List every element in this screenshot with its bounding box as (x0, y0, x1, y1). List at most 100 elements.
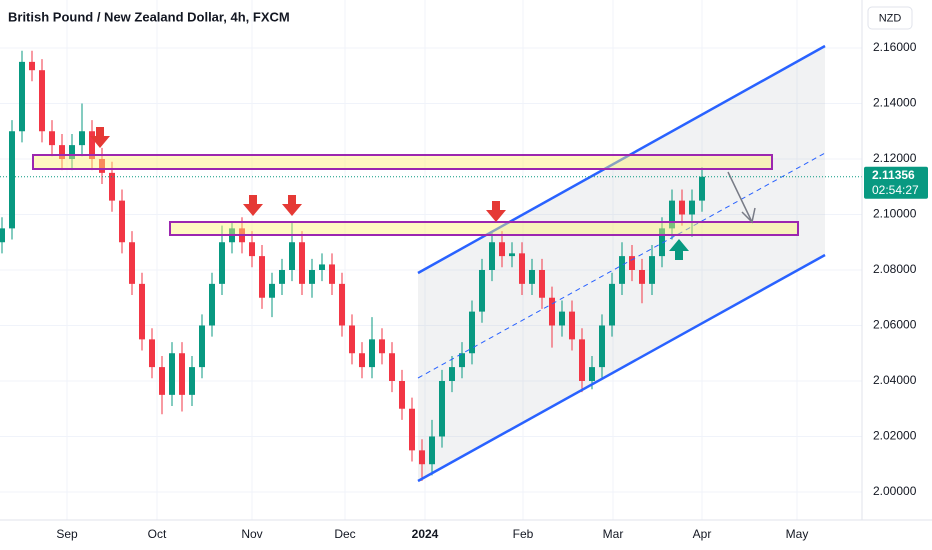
candle-body (319, 264, 325, 270)
down-arrow (243, 195, 263, 216)
candle-body (219, 242, 225, 284)
candle-body (289, 242, 295, 270)
candle-body (249, 242, 255, 257)
x-tick-label: Oct (148, 527, 167, 541)
candle-body (189, 367, 195, 395)
candle-body (259, 256, 265, 298)
candle-body (489, 242, 495, 270)
candle-body (369, 339, 375, 368)
candle-body (49, 131, 55, 146)
candle-body (659, 228, 665, 257)
candle-body (0, 228, 5, 243)
candle-body (449, 367, 455, 381)
candle-body (279, 269, 285, 284)
candle-body (619, 256, 625, 284)
y-tick-label: 2.02000 (873, 429, 917, 443)
candle-body (39, 70, 45, 132)
candle-body (639, 269, 645, 284)
candle-body (209, 283, 215, 326)
y-tick-label: 2.00000 (873, 484, 917, 498)
candle-body (399, 380, 405, 409)
x-tick-label: 2024 (412, 527, 439, 541)
candle-body (139, 283, 145, 340)
y-tick-label: 2.08000 (873, 262, 917, 276)
x-tick-label: Sep (56, 527, 78, 541)
x-tick-label: Nov (241, 527, 262, 541)
down-arrows (90, 127, 506, 222)
y-tick-label: 2.10000 (873, 207, 917, 221)
candle-body (329, 264, 335, 284)
candle-body (439, 380, 445, 437)
candle-body (419, 450, 425, 465)
candle-body (589, 367, 595, 381)
candle-body (159, 367, 165, 395)
chart-title: British Pound / New Zealand Dollar, 4h, … (8, 9, 290, 24)
candle-body (199, 325, 205, 368)
x-tick-label: Dec (334, 527, 355, 541)
down-arrow (90, 127, 110, 148)
candle-body (59, 145, 65, 159)
candle-body (109, 172, 115, 201)
candle-body (629, 256, 635, 270)
down-arrow (486, 201, 506, 222)
currency-button-label[interactable]: NZD (879, 12, 902, 24)
candle-body (699, 176, 705, 201)
candle-body (569, 311, 575, 340)
candle-body (679, 200, 685, 215)
candle-body (269, 283, 275, 298)
y-tick-label: 2.16000 (873, 40, 917, 54)
candle-body (359, 353, 365, 368)
candle-body (19, 61, 25, 132)
candle-body (539, 269, 545, 298)
up-arrow (669, 239, 689, 260)
candle-body (339, 283, 345, 326)
candle-body (529, 269, 535, 284)
candle-body (649, 256, 655, 284)
support-zone (169, 221, 799, 236)
candle-body (549, 297, 555, 326)
countdown-label: 02:54:27 (872, 183, 919, 197)
axes: 2.16000 2.14000 2.12000 2.10000 2.08000 2.060… (56, 40, 916, 541)
x-tick-label: Mar (603, 527, 624, 541)
resistance-zone (32, 154, 773, 170)
y-tick-label: 2.04000 (873, 373, 917, 387)
candle-body (69, 145, 75, 159)
candle-body (479, 269, 485, 312)
x-tick-label: Feb (513, 527, 534, 541)
candle-body (179, 353, 185, 395)
channel-lower (417, 253, 826, 483)
candle-body (599, 325, 605, 368)
candle-body (119, 200, 125, 243)
candle-body (349, 325, 355, 354)
candle-body (379, 339, 385, 354)
candle-body (29, 61, 35, 71)
candle-body (149, 339, 155, 368)
last-price-label: 2.11356 (872, 168, 915, 182)
channel-middle (417, 152, 826, 379)
candle-body (389, 353, 395, 381)
candle-body (89, 131, 95, 159)
candle-body (509, 253, 515, 257)
candle-body (609, 283, 615, 326)
candle-body (459, 353, 465, 368)
candle-body (409, 408, 415, 451)
candle-body (169, 353, 175, 395)
candle-body (519, 253, 525, 284)
candle-body (129, 242, 135, 284)
y-tick-label: 2.06000 (873, 318, 917, 332)
candle-body (99, 158, 105, 173)
candle-body (309, 269, 315, 284)
y-tick-label: 2.12000 (873, 151, 917, 165)
candle-body (559, 311, 565, 326)
candles (0, 50, 705, 481)
candle-body (429, 436, 435, 465)
projection-arrow (727, 171, 756, 224)
candle-body (689, 200, 695, 215)
currency-button[interactable] (867, 6, 913, 30)
candle-body (499, 242, 505, 257)
candle-body (579, 339, 585, 381)
candle-body (669, 200, 675, 229)
x-tick-label: May (786, 527, 809, 541)
